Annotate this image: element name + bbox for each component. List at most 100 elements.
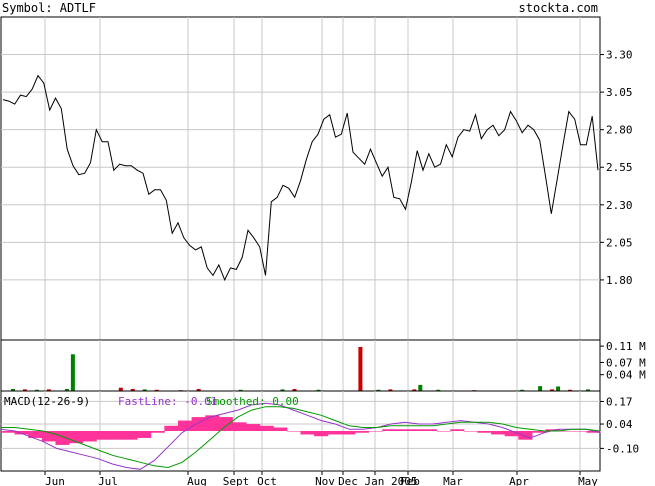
macd-histogram-bar [164,425,179,431]
macd-tick-label: -0.10 [606,442,639,455]
volume-bars [10,346,591,392]
volume-tick-label: 0.11 M [606,340,646,353]
volume-bar [292,388,297,391]
macd-histogram [1,415,601,445]
volume-bar [64,388,69,391]
volume-tick-label: 0.07 M [606,356,646,369]
volume-panel: 0.11 M 0.07 M0.04 M [0,339,646,392]
volume-bar [154,389,159,391]
x-axis-label: Sept [223,475,250,486]
macd-smoothed-line [1,406,601,469]
volume-bar [358,346,363,391]
macd-histogram-bar [559,431,574,432]
macd-histogram-bar [395,429,410,431]
macd-histogram-bar [123,431,138,440]
volume-tick-label: 0.04 M [606,369,646,382]
macd-histogram-bar [41,431,56,442]
macd-histogram-bar [82,431,97,442]
macd-histogram-bar [368,431,383,432]
macd-histogram-bar [218,417,233,431]
volume-bar [388,389,393,391]
macd-histogram-bar [14,431,29,435]
macd-histogram-bar [28,431,43,438]
volume-bar [34,389,39,391]
macd-histogram-bar [477,431,492,433]
macd-histogram-bar [191,417,206,431]
price-tick-label: 3.30 [606,49,633,62]
volume-bar [70,354,75,391]
macd-histogram-bar [341,431,356,435]
volume-bar [196,388,201,391]
macd-histogram-bar [96,431,111,440]
x-axis-label: Nov [315,475,335,486]
macd-histogram-bar [314,431,329,437]
macd-histogram-bar [259,425,274,431]
volume-bar [520,389,525,391]
price-tick-label: 3.05 [606,86,633,99]
macd-histogram-bar [286,431,301,432]
price-grid [1,17,600,340]
macd-histogram-bar [491,431,506,435]
volume-bar [142,389,147,391]
macd-tick-label: 0.17 [606,395,633,408]
volume-bar [316,389,321,391]
volume-bar [418,384,423,391]
volume-bar [280,389,285,391]
macd-histogram-bar [137,431,152,438]
price-panel: 3.30 3.05 2.80 2.55 2.30 2.05 1.80 [0,16,633,341]
price-tick-label: 2.30 [606,199,633,212]
macd-histogram-bar [232,422,247,431]
volume-bar [412,389,417,391]
x-axis-label: Jan 2005 [365,475,418,486]
symbol-label: Symbol: ADTLF [2,1,96,15]
macd-histogram-bar [531,431,547,433]
volume-bar [538,386,543,391]
macd-smoothed-legend: Smoothed: 0.00 [206,395,299,408]
price-tick-label: 2.55 [606,161,633,174]
macd-histogram-bar [409,429,424,431]
x-axis-label: Dec [338,475,358,486]
price-tick-label: 2.05 [606,236,633,249]
volume-bar [130,388,135,391]
x-axis-label: Aug [187,475,207,486]
volume-y-ticks: 0.11 M 0.07 M0.04 M [600,340,646,382]
x-axis-label: May [578,475,598,486]
volume-bar [10,388,15,391]
volume-bar [556,386,561,391]
volume-bar [568,389,573,391]
x-axis-label: Jun [45,475,65,486]
x-axis-label: Jul [98,475,118,486]
macd-histogram-bar [572,431,587,432]
macd-histogram-bar [545,429,560,431]
site-label: stockta.com [519,1,598,15]
macd-histogram-bar [246,424,261,431]
price-panel-frame [0,16,601,341]
macd-histogram-bar [150,431,165,433]
macd-histogram-bar [504,431,519,437]
x-axis-label: Feb [400,475,420,486]
macd-histogram-bar [205,415,220,431]
macd-histogram-bar [327,431,342,435]
macd-histogram-bar [382,429,397,431]
volume-bar [22,389,27,391]
macd-tick-label: 0.04 [606,418,633,431]
price-tick-label: 2.80 [606,124,633,137]
volume-bar [550,389,555,391]
macd-histogram-bar [1,431,16,433]
macd-histogram-bar [450,429,465,431]
price-y-ticks: 3.30 3.05 2.80 2.55 2.30 2.05 1.80 [600,49,633,287]
volume-bar [586,389,591,391]
macd-fast-line [0,402,601,470]
macd-panel: 0.17 0.04 -0.10 MACD(12-26-9) FastLine: -0… [0,390,639,472]
volume-bar [376,389,381,391]
macd-histogram-bar [518,431,533,440]
macd-histogram-bar [436,431,451,432]
macd-histogram-bar [55,431,70,445]
macd-histogram-bar [354,431,370,433]
price-tick-label: 1.80 [606,274,633,287]
macd-histogram-bar [586,431,601,433]
macd-histogram-bar [109,431,125,440]
x-axis-label: Mar [443,475,463,486]
